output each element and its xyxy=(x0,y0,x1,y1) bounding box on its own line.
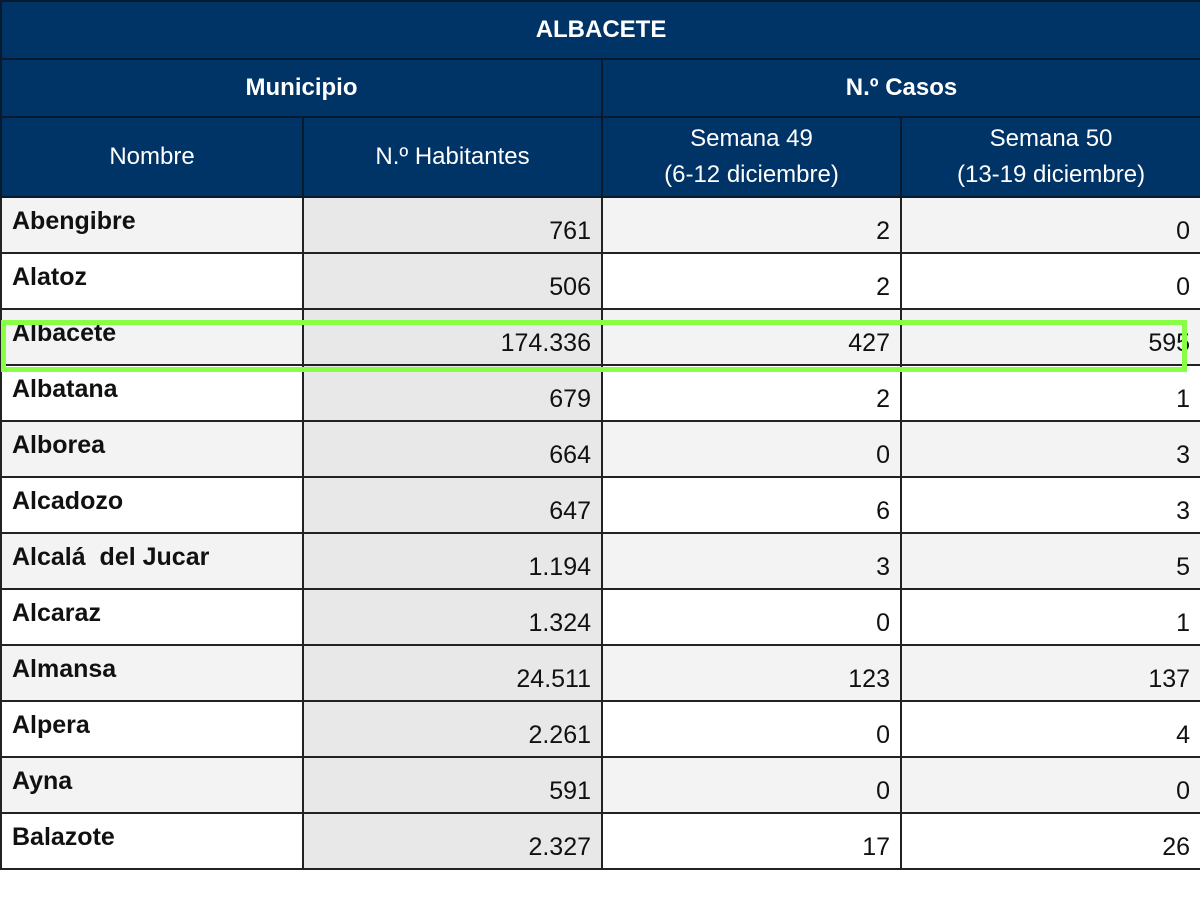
column-header-semana50: Semana 50 (13-19 diciembre) xyxy=(899,116,1200,198)
table-row: Albatana 679 2 1 xyxy=(0,364,1200,422)
cell-semana50: 3 xyxy=(899,420,1200,478)
cell-nombre: Alcadozo xyxy=(0,476,304,534)
cell-habitantes: 664 xyxy=(302,420,603,478)
cell-habitantes: 506 xyxy=(302,252,603,310)
cell-semana49: 2 xyxy=(601,364,902,422)
table-row: Alpera 2.261 0 4 xyxy=(0,700,1200,758)
cell-nombre: Abengibre xyxy=(0,196,304,254)
cell-habitantes: 647 xyxy=(302,476,603,534)
cell-habitantes: 679 xyxy=(302,364,603,422)
cell-semana50: 1 xyxy=(899,588,1200,646)
cases-table: ALBACETE Municipio N.º Casos Nombre N.º … xyxy=(0,0,1200,870)
table-row: Almansa 24.511 123 137 xyxy=(0,644,1200,702)
cell-habitantes: 591 xyxy=(302,756,603,814)
column-header-semana49: Semana 49 (6-12 diciembre) xyxy=(601,116,902,198)
cell-semana49: 3 xyxy=(601,532,902,590)
cell-semana49: 17 xyxy=(601,812,902,870)
cell-habitantes: 24.511 xyxy=(302,644,603,702)
cell-nombre: Ayna xyxy=(0,756,304,814)
cell-habitantes: 761 xyxy=(302,196,603,254)
cell-semana50: 595 xyxy=(899,308,1200,366)
cell-semana50: 137 xyxy=(899,644,1200,702)
cell-semana50: 3 xyxy=(899,476,1200,534)
cell-nombre: Albatana xyxy=(0,364,304,422)
semana49-label: Semana 49 xyxy=(690,125,813,152)
cell-semana49: 0 xyxy=(601,756,902,814)
cell-nombre: Albacete xyxy=(0,308,304,366)
column-header-habitantes: N.º Habitantes xyxy=(302,116,603,198)
cell-semana50: 1 xyxy=(899,364,1200,422)
cell-semana50: 5 xyxy=(899,532,1200,590)
cell-nombre: Balazote xyxy=(0,812,304,870)
cell-semana49: 0 xyxy=(601,420,902,478)
table-row: Alcaraz 1.324 0 1 xyxy=(0,588,1200,646)
semana50-label: Semana 50 xyxy=(989,125,1113,152)
cell-nombre: Almansa xyxy=(0,644,304,702)
table-title: ALBACETE xyxy=(0,0,1200,60)
table-row-highlighted: Albacete 174.336 427 595 xyxy=(0,308,1200,366)
cell-semana49: 123 xyxy=(601,644,902,702)
table-row: Alcadozo 647 6 3 xyxy=(0,476,1200,534)
table-row: Abengibre 761 2 0 xyxy=(0,196,1200,254)
cases-table-container: ALBACETE Municipio N.º Casos Nombre N.º … xyxy=(0,0,1200,870)
cell-habitantes: 2.261 xyxy=(302,700,603,758)
cell-semana50: 0 xyxy=(899,252,1200,310)
table-row: Balazote 2.327 17 26 xyxy=(0,812,1200,870)
cell-habitantes: 1.194 xyxy=(302,532,603,590)
column-header-nombre: Nombre xyxy=(0,116,304,198)
cell-nombre: Alcaraz xyxy=(0,588,304,646)
cell-habitantes: 1.324 xyxy=(302,588,603,646)
table-row: Alatoz 506 2 0 xyxy=(0,252,1200,310)
table-row: Alborea 664 0 3 xyxy=(0,420,1200,478)
cell-semana50: 0 xyxy=(899,756,1200,814)
semana50-dates: (13-19 diciembre) xyxy=(956,161,1146,188)
cell-semana49: 2 xyxy=(601,252,902,310)
cell-semana49: 0 xyxy=(601,700,902,758)
cell-habitantes: 174.336 xyxy=(302,308,603,366)
cell-habitantes: 2.327 xyxy=(302,812,603,870)
table-row: Alcalá del Jucar 1.194 3 5 xyxy=(0,532,1200,590)
table-row: Ayna 591 0 0 xyxy=(0,756,1200,814)
group-header-municipio: Municipio xyxy=(0,58,603,118)
cell-semana49: 6 xyxy=(601,476,902,534)
cell-semana49: 2 xyxy=(601,196,902,254)
cell-semana49: 427 xyxy=(601,308,902,366)
cell-nombre: Alpera xyxy=(0,700,304,758)
cell-nombre: Alatoz xyxy=(0,252,304,310)
group-header-casos: N.º Casos xyxy=(600,58,1200,118)
cell-nombre: Alborea xyxy=(0,420,304,478)
cell-nombre: Alcalá del Jucar xyxy=(0,532,304,590)
table-body: Abengibre 761 2 0 Alatoz 506 2 0 Albacet… xyxy=(0,196,1200,870)
cell-semana49: 0 xyxy=(601,588,902,646)
cell-semana50: 4 xyxy=(899,700,1200,758)
cell-semana50: 0 xyxy=(899,196,1200,254)
cell-semana50: 26 xyxy=(899,812,1200,870)
semana49-dates: (6-12 diciembre) xyxy=(664,161,839,188)
